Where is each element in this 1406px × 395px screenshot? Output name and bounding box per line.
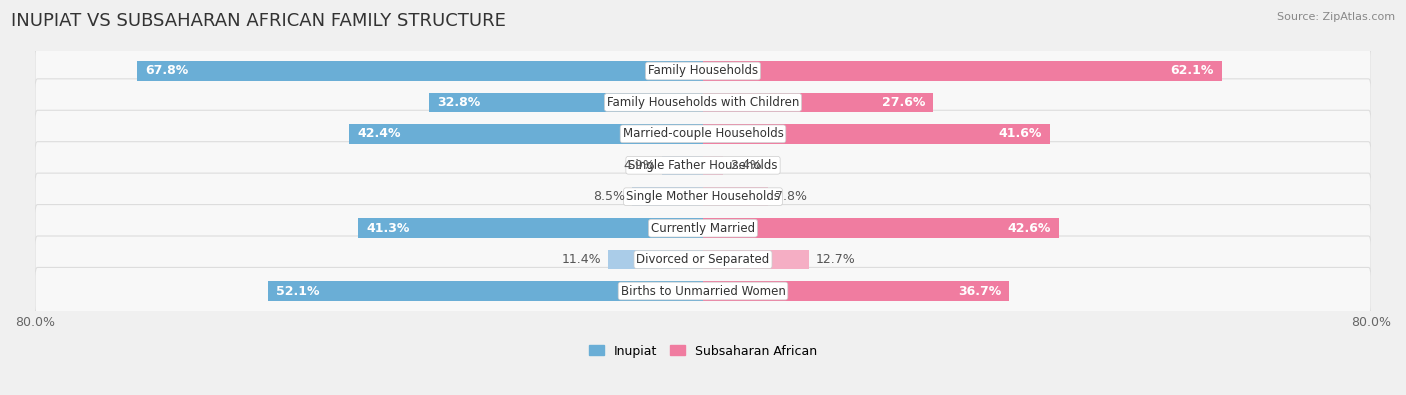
Text: 11.4%: 11.4%: [561, 253, 602, 266]
Bar: [703, 250, 808, 269]
FancyBboxPatch shape: [35, 110, 1371, 158]
Bar: [703, 61, 1222, 81]
Text: 62.1%: 62.1%: [1170, 64, 1213, 77]
FancyBboxPatch shape: [35, 47, 1371, 94]
Text: 42.4%: 42.4%: [357, 127, 401, 140]
Bar: [703, 156, 723, 175]
Text: 36.7%: 36.7%: [957, 284, 1001, 297]
Bar: [662, 156, 703, 175]
Bar: [703, 124, 1050, 144]
Text: INUPIAT VS SUBSAHARAN AFRICAN FAMILY STRUCTURE: INUPIAT VS SUBSAHARAN AFRICAN FAMILY STR…: [11, 12, 506, 30]
Text: Currently Married: Currently Married: [651, 222, 755, 235]
Text: 41.6%: 41.6%: [998, 127, 1042, 140]
Bar: [359, 218, 703, 238]
Text: Family Households: Family Households: [648, 64, 758, 77]
Bar: [633, 187, 703, 207]
Bar: [349, 124, 703, 144]
Bar: [269, 281, 703, 301]
Bar: [703, 281, 1010, 301]
Text: Single Mother Households: Single Mother Households: [626, 190, 780, 203]
Text: 42.6%: 42.6%: [1007, 222, 1050, 235]
Text: 67.8%: 67.8%: [145, 64, 188, 77]
FancyBboxPatch shape: [35, 205, 1371, 252]
Text: 4.9%: 4.9%: [624, 159, 655, 172]
Text: 41.3%: 41.3%: [367, 222, 411, 235]
FancyBboxPatch shape: [35, 79, 1371, 126]
Text: Births to Unmarried Women: Births to Unmarried Women: [620, 284, 786, 297]
Text: 52.1%: 52.1%: [277, 284, 319, 297]
Text: 27.6%: 27.6%: [882, 96, 925, 109]
Legend: Inupiat, Subsaharan African: Inupiat, Subsaharan African: [583, 340, 823, 363]
FancyBboxPatch shape: [35, 267, 1371, 314]
Text: Source: ZipAtlas.com: Source: ZipAtlas.com: [1277, 12, 1395, 22]
Text: 7.8%: 7.8%: [775, 190, 807, 203]
Bar: [607, 250, 703, 269]
Text: Family Households with Children: Family Households with Children: [607, 96, 799, 109]
Bar: [136, 61, 703, 81]
Text: Single Father Households: Single Father Households: [628, 159, 778, 172]
Bar: [429, 93, 703, 112]
FancyBboxPatch shape: [35, 173, 1371, 220]
Bar: [703, 93, 934, 112]
Text: Married-couple Households: Married-couple Households: [623, 127, 783, 140]
Bar: [703, 218, 1059, 238]
Text: 12.7%: 12.7%: [815, 253, 855, 266]
FancyBboxPatch shape: [35, 236, 1371, 283]
Text: 2.4%: 2.4%: [730, 159, 762, 172]
Text: 32.8%: 32.8%: [437, 96, 481, 109]
Bar: [703, 187, 768, 207]
Text: 8.5%: 8.5%: [593, 190, 626, 203]
Text: Divorced or Separated: Divorced or Separated: [637, 253, 769, 266]
FancyBboxPatch shape: [35, 142, 1371, 189]
